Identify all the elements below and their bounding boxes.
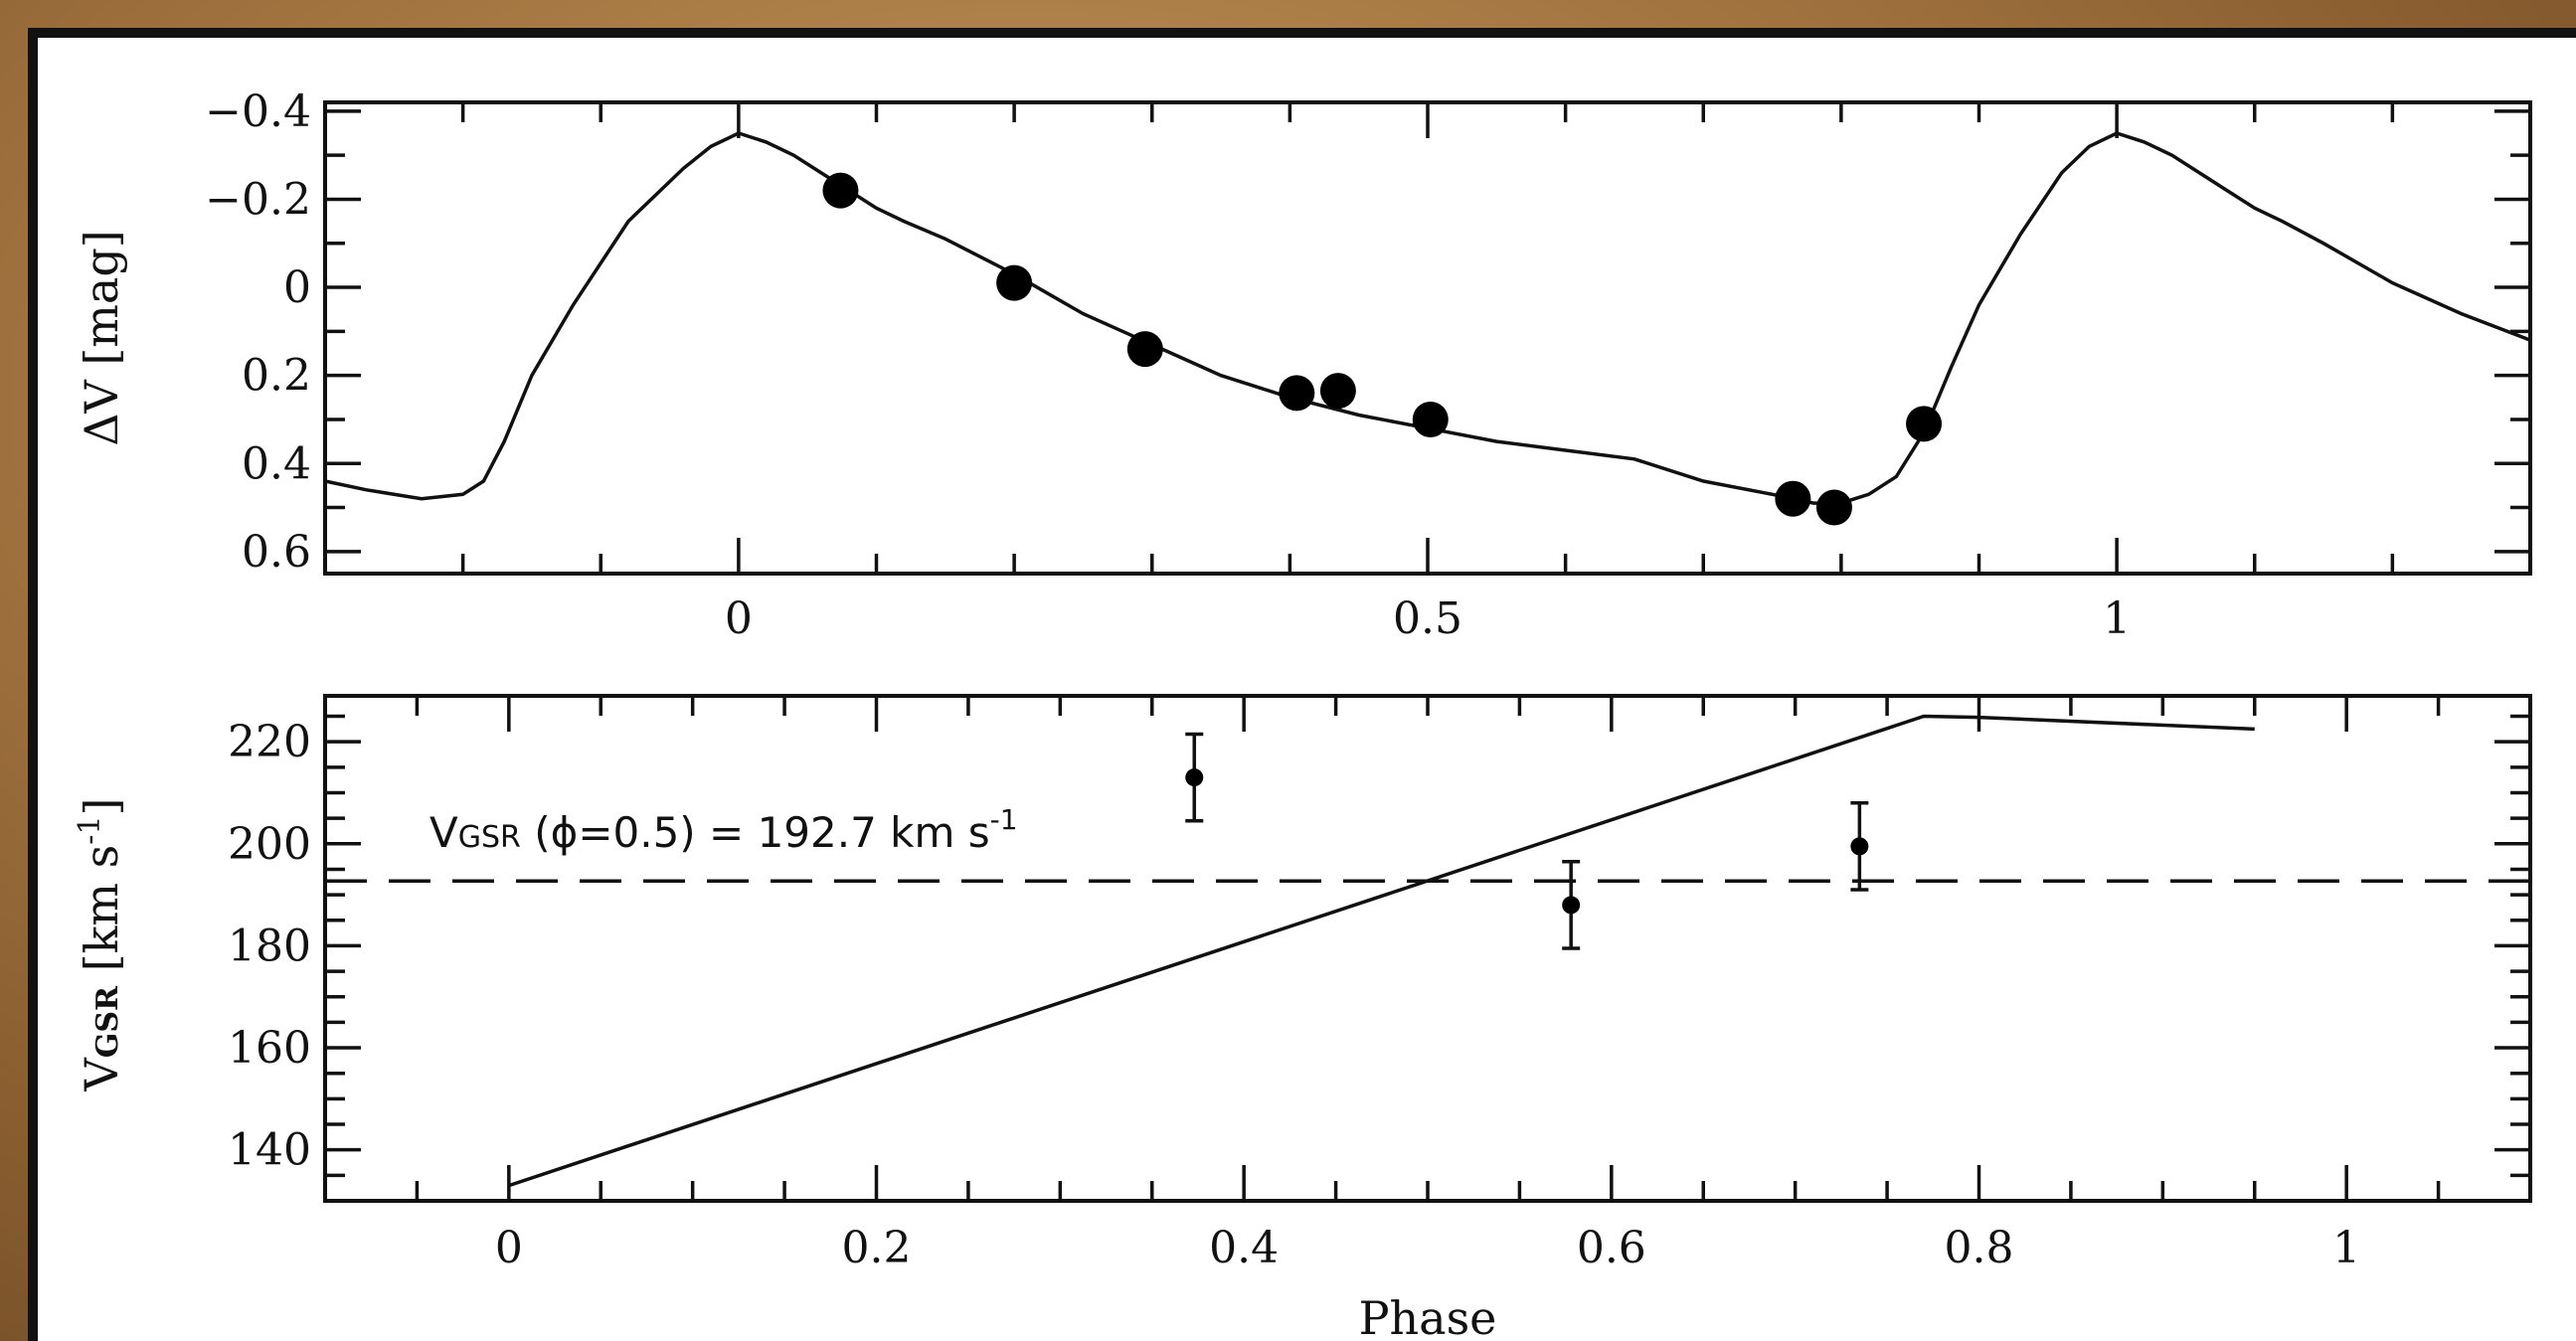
y-tick-label: 200 (228, 819, 311, 870)
light-curve-panel: 0 0.5 1 −0.4 −0.2 0 0.2 0.4 0.6 ΔV [mag] (75, 86, 2532, 644)
x-tick-label: 0.6 (1577, 1223, 1646, 1273)
x-tick-label: 0.4 (1209, 1223, 1279, 1273)
annotation-v: V (429, 808, 458, 857)
light-curve-y-axis-title: ΔV [mag] (75, 230, 128, 445)
velocity-ticks (323, 696, 2532, 1203)
data-point (1279, 375, 1315, 412)
annotation-text: (ϕ=0.5) = 192.7 km s (521, 808, 990, 857)
annotation-superscript: -1 (990, 803, 1018, 836)
data-point (1815, 489, 1852, 526)
x-tick-label: 0 (495, 1223, 523, 1273)
x-tick-label: 0 (725, 593, 753, 644)
velocity-x-axis-title: Phase (1359, 1291, 1497, 1341)
y-tick-label: 140 (228, 1125, 311, 1176)
y-tick-label: −0.4 (205, 86, 311, 137)
mean-velocity-annotation: VGSR (ϕ=0.5) = 192.7 km s-1 (429, 803, 1018, 857)
data-point (1562, 896, 1581, 915)
light-curve-template-line (324, 131, 2531, 505)
x-tick-label: 0.2 (842, 1223, 912, 1273)
data-point (996, 264, 1033, 301)
velocity-tick-labels: 0 0.2 0.4 0.6 0.8 1 140 160 180 200 220 (228, 717, 2360, 1273)
x-tick-label: 1 (2332, 1223, 2360, 1273)
data-point (1906, 406, 1943, 442)
velocity-template-line (508, 714, 2255, 1188)
data-point (1850, 837, 1869, 856)
velocity-points (1185, 732, 1869, 950)
y-tick-label: 0.2 (242, 351, 311, 402)
velocity-y-axis-title: VGSR [km s-1] (73, 798, 128, 1092)
data-point (1775, 480, 1811, 517)
ylabel-v: V (75, 1057, 128, 1091)
light-curve-points (822, 172, 1943, 526)
y-tick-label: 0.4 (242, 438, 311, 489)
ylabel-close: ] (75, 798, 128, 816)
data-point (1185, 768, 1204, 787)
ylabel-units: [km s (75, 845, 128, 986)
x-tick-label: 1 (2103, 593, 2131, 644)
figure-frame (28, 28, 2576, 1341)
annotation-subscript: GSR (458, 820, 521, 855)
velocity-axes-box (323, 694, 2532, 1203)
x-tick-label: 0.5 (1393, 593, 1462, 644)
y-tick-label: 180 (228, 921, 311, 971)
light-curve-tick-labels: 0 0.5 1 −0.4 −0.2 0 0.2 0.4 0.6 (205, 86, 2131, 644)
y-tick-label: −0.2 (205, 174, 311, 225)
ylabel-subscript: GSR (90, 985, 125, 1058)
y-tick-label: 160 (228, 1023, 311, 1074)
x-tick-label: 0.8 (1945, 1223, 2014, 1273)
data-point (1412, 401, 1449, 437)
light-curve-ticks (323, 102, 2532, 574)
data-point (1126, 331, 1163, 368)
data-point (1319, 373, 1356, 410)
ylabel-superscript: -1 (73, 815, 107, 844)
y-tick-label: 0 (283, 262, 311, 313)
y-tick-label: 0.6 (242, 527, 311, 578)
y-tick-label: 220 (228, 717, 311, 767)
data-point (822, 172, 859, 209)
